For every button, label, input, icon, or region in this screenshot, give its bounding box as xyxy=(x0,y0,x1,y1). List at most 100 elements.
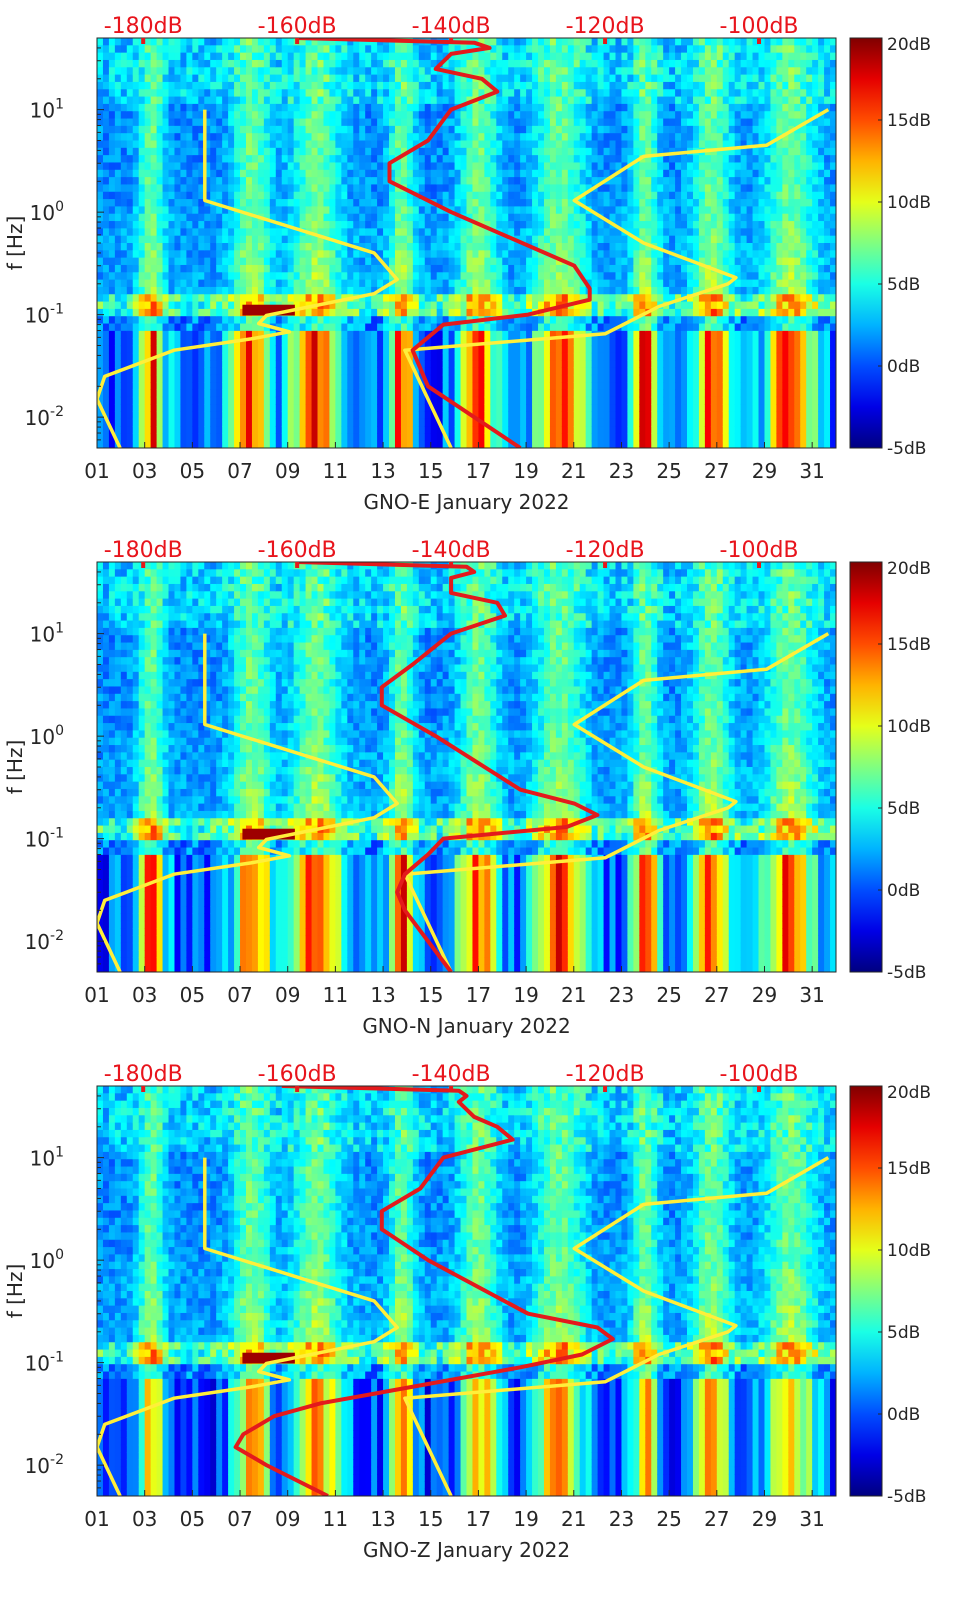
spectrogram-cell xyxy=(156,345,164,354)
spectrogram-cell xyxy=(281,89,289,98)
spectrogram-cell xyxy=(603,206,611,215)
spectrogram-cell xyxy=(138,184,146,193)
spectrogram-cell xyxy=(621,213,629,222)
spectrogram-cell xyxy=(186,389,193,398)
spectrogram-cell xyxy=(234,162,241,171)
spectrogram-cell xyxy=(591,81,599,90)
spectrogram-cell xyxy=(585,418,593,427)
spectrogram-cell xyxy=(97,301,104,310)
spectrogram-cell xyxy=(490,74,497,83)
spectrogram-cell xyxy=(251,140,259,149)
spectrogram-cell xyxy=(532,426,539,434)
spectrogram-cell xyxy=(508,250,515,259)
spectrogram-cell xyxy=(490,52,497,61)
spectrogram-cell xyxy=(263,147,271,156)
spectrogram-cell xyxy=(275,433,283,442)
spectrogram-cell xyxy=(621,155,629,164)
spectrogram-cell xyxy=(198,81,205,90)
spectrogram-cell xyxy=(496,279,503,288)
spectrogram-cell xyxy=(490,294,497,303)
spectrogram-cell xyxy=(299,155,307,164)
spectrogram-cell xyxy=(514,367,521,376)
spectrogram-cell xyxy=(341,235,348,244)
spectrogram-cell xyxy=(251,279,259,288)
spectrogram-cell xyxy=(520,396,527,405)
spectrogram-cell xyxy=(573,177,581,186)
spectrogram-cell xyxy=(341,279,348,288)
spectrogram-cell xyxy=(341,125,348,134)
spectrogram-cell xyxy=(353,330,360,339)
spectrogram-cell xyxy=(192,191,199,200)
spectrogram-cell xyxy=(97,440,104,448)
spectrogram-cell xyxy=(240,345,247,354)
spectrogram-cell xyxy=(257,433,265,442)
spectrogram-cell xyxy=(579,177,587,186)
spectrogram-cell xyxy=(174,396,182,405)
spectrogram-cell xyxy=(466,169,474,178)
spectrogram-cell xyxy=(383,374,390,383)
spectrogram-cell xyxy=(234,103,241,112)
spectrogram-cell xyxy=(335,125,342,134)
spectrogram-cell xyxy=(609,411,617,420)
spectrogram-cell xyxy=(603,367,611,376)
spectrogram-cell xyxy=(543,316,551,325)
spectrogram-cell xyxy=(245,228,253,237)
spectrogram-cell xyxy=(359,59,366,68)
spectrogram-cell xyxy=(305,250,313,259)
spectrogram-cell xyxy=(108,228,116,237)
spectrogram-cell xyxy=(603,308,611,317)
spectrogram-cell xyxy=(406,396,414,405)
spectrogram-cell xyxy=(424,389,432,398)
spectrogram-cell xyxy=(496,301,503,310)
spectrogram-cell xyxy=(520,286,527,295)
spectrogram-cell xyxy=(138,323,146,332)
spectrogram-cell xyxy=(102,316,110,325)
spectrogram-cell xyxy=(394,367,402,376)
spectrogram-cell xyxy=(389,389,396,398)
spectrogram-cell xyxy=(204,133,211,142)
spectrogram-cell xyxy=(532,206,539,215)
spectrogram-cell xyxy=(120,404,128,412)
spectrogram-cell xyxy=(287,191,295,200)
spectrogram-cell xyxy=(186,103,193,112)
spectrogram-cell xyxy=(120,272,128,281)
spectrogram-cell xyxy=(573,360,581,369)
spectrogram-cell xyxy=(412,418,420,427)
spectrogram-cell xyxy=(561,360,569,369)
spectrogram-cell xyxy=(472,250,480,259)
spectrogram-cell xyxy=(305,308,313,317)
spectrogram-cell xyxy=(418,206,426,215)
spectrogram-cell xyxy=(597,440,605,448)
spectrogram-cell xyxy=(621,45,629,54)
spectrogram-cell xyxy=(174,155,182,164)
spectrogram-cell xyxy=(430,279,438,288)
spectrogram-cell xyxy=(192,235,199,244)
spectrogram-cell xyxy=(186,111,193,120)
spectrogram-cell xyxy=(561,404,569,412)
spectrogram-cell xyxy=(460,96,468,105)
spectrogram-cell xyxy=(394,213,402,222)
spectrogram-cell xyxy=(609,45,617,54)
spectrogram-cell xyxy=(538,184,545,193)
spectrogram-cell xyxy=(466,111,474,120)
spectrogram-cell xyxy=(478,103,485,112)
spectrogram-cell xyxy=(466,404,474,412)
spectrogram-cell xyxy=(126,433,134,442)
spectrogram-cell xyxy=(335,96,342,105)
spectrogram-cell xyxy=(204,59,211,68)
spectrogram-cell xyxy=(460,338,468,347)
spectrogram-cell xyxy=(228,286,235,295)
spectrogram-cell xyxy=(591,279,599,288)
spectrogram-cell xyxy=(543,52,551,61)
spectrogram-cell xyxy=(120,199,128,207)
spectrogram-cell xyxy=(204,440,211,448)
spectrogram-cell xyxy=(210,243,217,251)
spectrogram-cell xyxy=(567,147,575,156)
spectrogram-cell xyxy=(168,367,176,376)
spectrogram-cell xyxy=(502,199,509,207)
spectrogram-cell xyxy=(460,433,468,442)
spectrogram-cell xyxy=(549,286,557,295)
spectrogram-cell xyxy=(108,338,116,347)
spectrogram-cell xyxy=(496,199,503,207)
spectrogram-cell xyxy=(555,191,563,200)
